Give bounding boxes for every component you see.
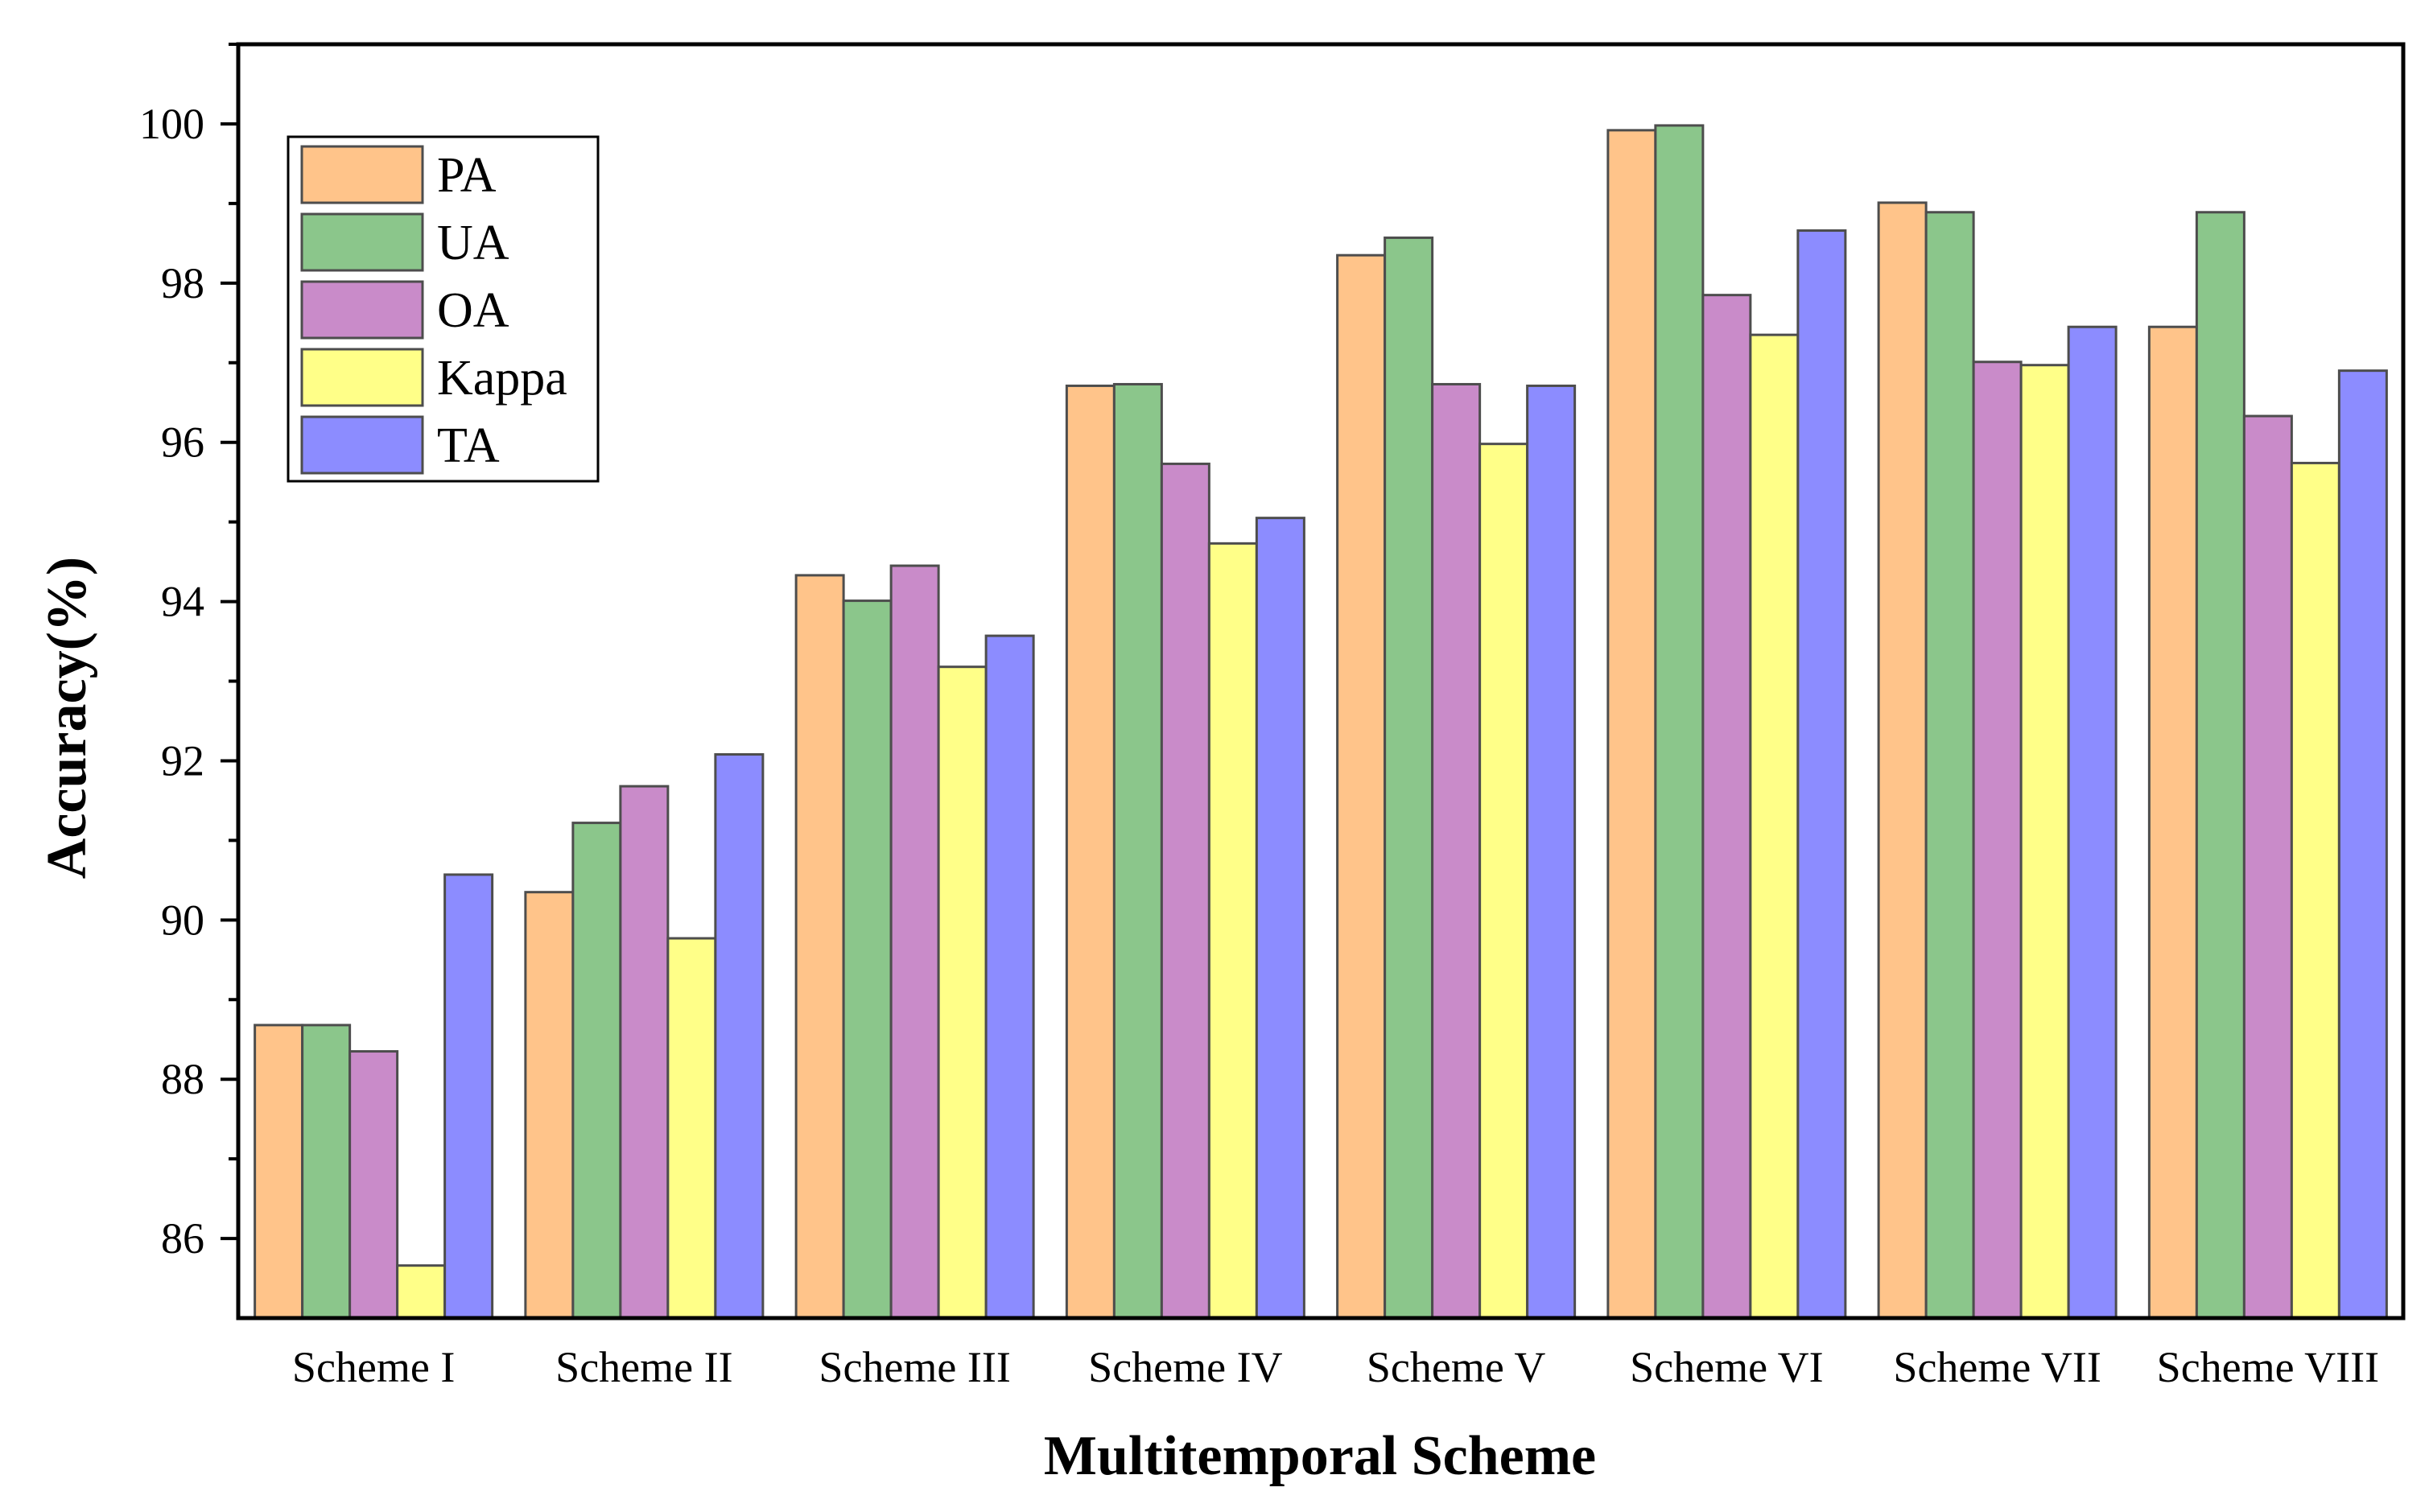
legend-swatch-pa [300,145,424,204]
bar-oa-4 [1160,462,1210,1320]
bar-ta-6 [1796,229,1847,1320]
bar-ta-4 [1255,517,1305,1320]
y-tick-label: 88 [161,1055,204,1103]
bar-ta-1 [443,873,494,1320]
bar-pa-7 [1877,201,1928,1320]
legend-swatch-oa [300,280,424,340]
y-tick-label: 96 [161,418,204,467]
y-tick-label: 90 [161,896,204,944]
bar-pa-4 [1065,384,1116,1320]
y-tick-label: 98 [161,259,204,307]
bar-ta-2 [714,753,765,1320]
legend-label-ua: UA [437,216,509,270]
bar-ua-8 [2195,211,2245,1320]
bars-layer [254,124,2388,1320]
bar-oa-3 [889,564,940,1320]
bar-pa-2 [524,891,575,1320]
y-tick-label: 94 [161,578,204,626]
x-tick-label: Scheme VIII [2157,1343,2379,1391]
bar-kappa-7 [2019,364,2070,1320]
bar-ta-5 [1526,384,1577,1320]
bar-ua-4 [1112,382,1163,1320]
bar-kappa-4 [1207,542,1258,1320]
bar-pa-6 [1606,129,1657,1320]
x-tick-label: Scheme V [1367,1343,1545,1391]
bar-kappa-3 [937,665,988,1320]
legend-swatch-kappa [300,348,424,407]
bar-oa-6 [1701,294,1752,1320]
y-tick-label: 92 [161,736,204,785]
bar-oa-5 [1431,382,1482,1320]
ticks-layer: 86 88 90 92 94 96 98 100 Scheme I Scheme II Scheme… [139,43,2379,1391]
bar-pa-8 [2147,325,2198,1320]
bar-ua-3 [842,599,893,1320]
bar-pa-1 [254,1024,304,1320]
x-tick-label: Scheme VI [1630,1343,1823,1391]
legend: PA UA OA Kappa TA [287,135,600,483]
bar-oa-1 [348,1050,399,1320]
y-tick-label: 86 [161,1214,204,1263]
bar-oa-2 [619,785,670,1320]
bar-pa-5 [1336,253,1387,1320]
legend-swatch-ta [300,415,424,475]
bar-kappa-8 [2290,461,2340,1320]
bar-ua-5 [1384,236,1434,1320]
bar-oa-8 [2242,414,2293,1320]
bar-kappa-6 [1749,333,1800,1320]
bar-oa-7 [1972,360,2023,1320]
y-tick-label: 100 [139,100,204,148]
y-axis-title: Accuracy(%) [36,557,98,879]
x-tick-label: Scheme I [292,1343,455,1391]
bar-kappa-1 [396,1264,447,1320]
x-tick-label: Scheme VII [1893,1343,2101,1391]
bar-ua-1 [301,1024,352,1320]
bar-kappa-2 [666,937,717,1320]
x-tick-label: Scheme II [555,1343,732,1391]
bar-ua-6 [1654,124,1705,1320]
bar-ta-3 [984,634,1035,1320]
x-tick-label: Scheme III [819,1343,1010,1391]
legend-label-pa: PA [437,148,497,203]
legend-label-oa: OA [437,283,509,338]
bar-pa-3 [794,574,845,1320]
legend-label-kappa: Kappa [437,351,567,406]
x-axis-title: Multitemporal Scheme [1044,1425,1596,1487]
bar-ta-7 [2067,325,2118,1320]
x-tick-label: Scheme IV [1088,1343,1282,1391]
legend-swatch-ua [300,212,424,272]
bar-ua-7 [1924,211,1975,1320]
legend-label-ta: TA [437,418,500,473]
bar-kappa-5 [1478,443,1529,1320]
bar-ua-2 [571,822,622,1320]
bar-ta-8 [2337,369,2388,1320]
